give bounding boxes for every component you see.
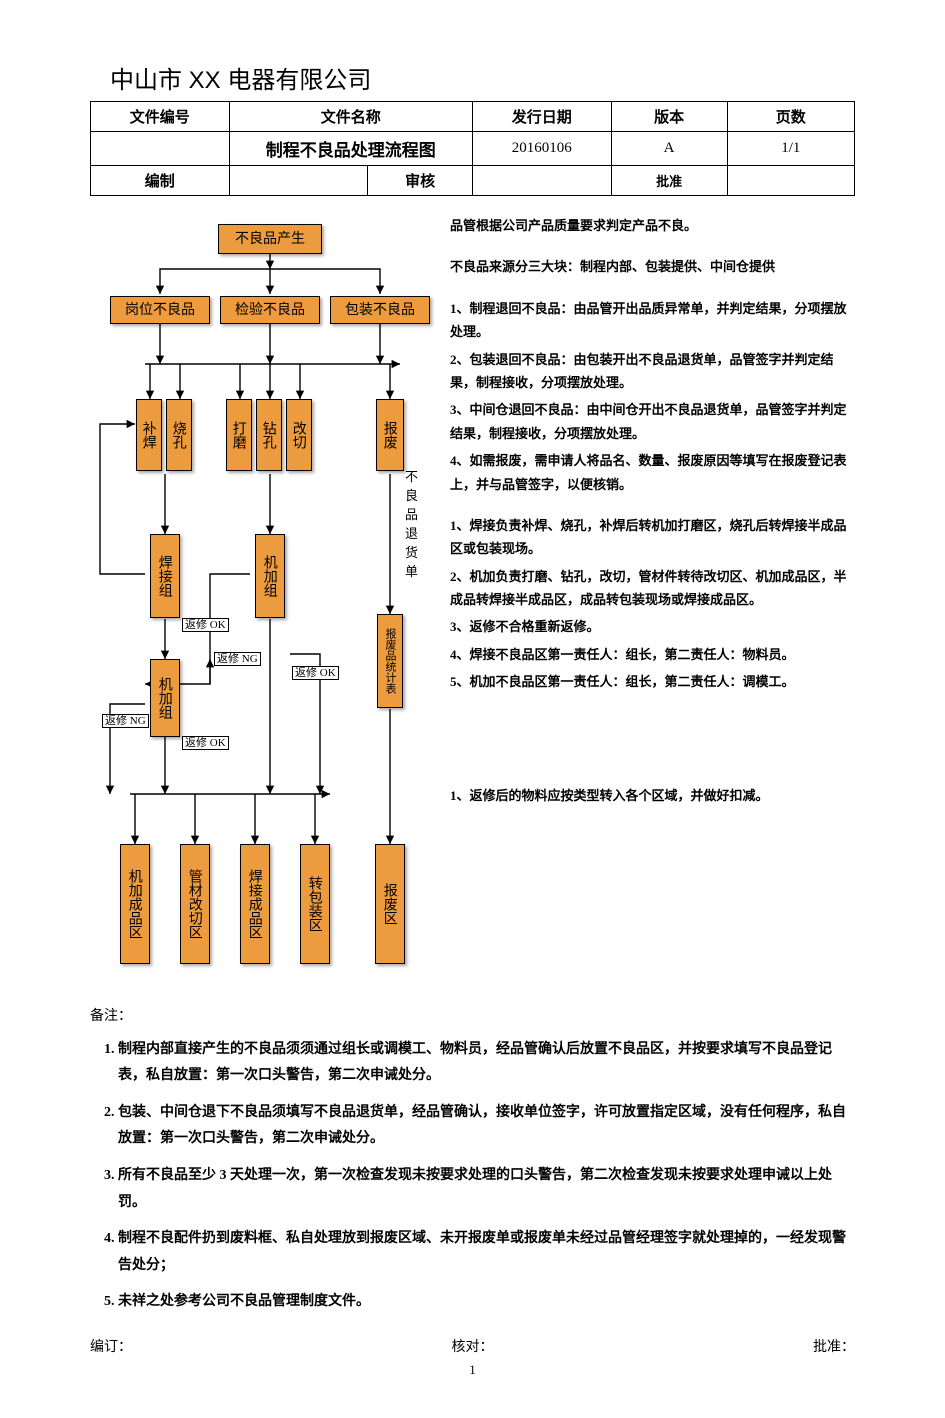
- node-op2: 烧孔: [166, 399, 192, 471]
- node-l2a: 岗位不良品: [110, 296, 210, 324]
- node-l2b: 检验不良品: [220, 296, 320, 324]
- side-notes: 品管根据公司产品质量要求判定产品不良。 不良品来源分三大块：制程内部、包装提供、…: [450, 214, 855, 825]
- flowchart: 不良品产生 岗位不良品 检验不良品 包装不良品 补焊 烧孔 打磨 钻孔 改切 报…: [90, 214, 430, 994]
- document-page: 中山市 XX 电器有限公司 文件编号 文件名称 发行日期 版本 页数 制程不良品…: [0, 0, 945, 1418]
- remarks-title: 备注：: [90, 1004, 855, 1031]
- hdr-edit-val: [229, 166, 368, 196]
- lbl-ng2: 返修 NG: [102, 714, 149, 728]
- hdr-col5: 页数: [727, 102, 854, 132]
- sign-b: 核对：: [452, 1336, 494, 1356]
- note-b2-2: 2、机加负责打磨、钻孔，改切，管材件转待改切区、机加成品区，半成品转焊接半成品区…: [450, 565, 855, 612]
- hdr-docnum-val: [91, 132, 230, 166]
- node-out3: 焊接成品区: [240, 844, 270, 964]
- node-top: 不良品产生: [218, 224, 322, 254]
- hdr-edit: 编制: [91, 166, 230, 196]
- note-b1-4: 4、如需报废，需申请人将品名、数量、报废原因等填写在报废登记表上，并与品管签字，…: [450, 449, 855, 496]
- remark-3b: 3: [220, 1168, 227, 1183]
- sign-c: 批准：: [813, 1336, 855, 1356]
- lbl-ok1: 返修 OK: [182, 618, 229, 632]
- remark-4: 制程不良配件扔到废料框、私自处理放到报废区域、未开报废单或报废单未经过品管经理签…: [118, 1226, 855, 1279]
- node-op3: 打磨: [226, 399, 252, 471]
- node-mach-grp: 机加组: [255, 534, 285, 618]
- hdr-review: 审核: [368, 166, 473, 196]
- signature-row: 编订： 核对： 批准：: [90, 1336, 855, 1356]
- note-b2-3: 3、返修不合格重新返修。: [450, 615, 855, 638]
- note-intro1: 品管根据公司产品质量要求判定产品不良。: [450, 214, 855, 237]
- hdr-date-val: 20160106: [472, 132, 611, 166]
- node-weld-grp: 焊接组: [150, 534, 180, 618]
- hdr-col3: 发行日期: [472, 102, 611, 132]
- company-title: 中山市 XX 电器有限公司: [90, 60, 855, 95]
- note-b2-1: 1、焊接负责补焊、烧孔，补焊后转机加打磨区，烧孔后转焊接半成品区或包装现场。: [450, 514, 855, 561]
- sign-a: 编订：: [90, 1336, 132, 1356]
- hdr-col2: 文件名称: [229, 102, 472, 132]
- remark-1: 制程内部直接产生的不良品须须通过组长或调模工、物料员，经品管确认后放置不良品区，…: [118, 1037, 855, 1090]
- lbl-ok2: 返修 OK: [292, 666, 339, 680]
- note-b1-2: 2、包装退回不良品：由包装开出不良品退货单，品管签字并判定结果，制程接收，分项摆…: [450, 348, 855, 395]
- note-b3-1: 1、返修后的物料应按类型转入各个区域，并做好扣减。: [450, 784, 855, 807]
- node-l2c: 包装不良品: [330, 296, 430, 324]
- hdr-col4: 版本: [611, 102, 727, 132]
- remark-3a: 所有不良品至少: [118, 1168, 220, 1183]
- hdr-review-val: [472, 166, 611, 196]
- node-out4: 转包装区: [300, 844, 330, 964]
- header-table: 文件编号 文件名称 发行日期 版本 页数 制程不良品处理流程图 20160106…: [90, 101, 855, 196]
- hdr-ver-val: A: [611, 132, 727, 166]
- node-out1: 机加成品区: [120, 844, 150, 964]
- note-b1-1: 1、制程退回不良品：由品管开出品质异常单，并判定结果，分项摆放处理。: [450, 297, 855, 344]
- remark-2: 包装、中间仓退下不良品须填写不良品退货单，经品管确认，接收单位签字，许可放置指定…: [118, 1100, 855, 1153]
- lbl-ok3: 返修 OK: [182, 736, 229, 750]
- page-number: 1: [90, 1362, 855, 1378]
- node-out2: 管材改切区: [180, 844, 210, 964]
- node-op1: 补焊: [136, 399, 162, 471]
- note-intro2: 不良品来源分三大块：制程内部、包装提供、中间仓提供: [450, 255, 855, 278]
- lbl-ng1: 返修 NG: [214, 652, 261, 666]
- remark-3: 所有不良品至少 3 天处理一次，第一次检查发现未按要求处理的口头警告，第二次检查…: [118, 1163, 855, 1216]
- hdr-name-val: 制程不良品处理流程图: [229, 132, 472, 166]
- hdr-approve: 批准: [611, 166, 727, 196]
- node-out5: 报废区: [375, 844, 405, 964]
- node-mach-grp2: 机加组: [150, 659, 180, 737]
- lbl-return-form: 不良品退货单: [405, 466, 430, 580]
- hdr-pages-val: 1/1: [727, 132, 854, 166]
- hdr-col1: 文件编号: [91, 102, 230, 132]
- note-b1-3: 3、中间仓退回不良品：由中间仓开出不良品退货单，品管签字并判定结果，制程接收，分…: [450, 398, 855, 445]
- note-b2-5: 5、机加不良品区第一责任人：组长，第二责任人：调模工。: [450, 670, 855, 693]
- node-op5: 改切: [286, 399, 312, 471]
- node-op4: 钻孔: [256, 399, 282, 471]
- note-b2-4: 4、焊接不良品区第一责任人：组长，第二责任人：物料员。: [450, 643, 855, 666]
- node-scrap-stat: 报废品统计表: [377, 614, 403, 708]
- remark-5: 未祥之处参考公司不良品管理制度文件。: [118, 1289, 855, 1316]
- hdr-approve-val: [727, 166, 854, 196]
- node-scrap: 报废: [376, 399, 404, 471]
- remarks: 备注： 制程内部直接产生的不良品须须通过组长或调模工、物料员，经品管确认后放置不…: [90, 1004, 855, 1316]
